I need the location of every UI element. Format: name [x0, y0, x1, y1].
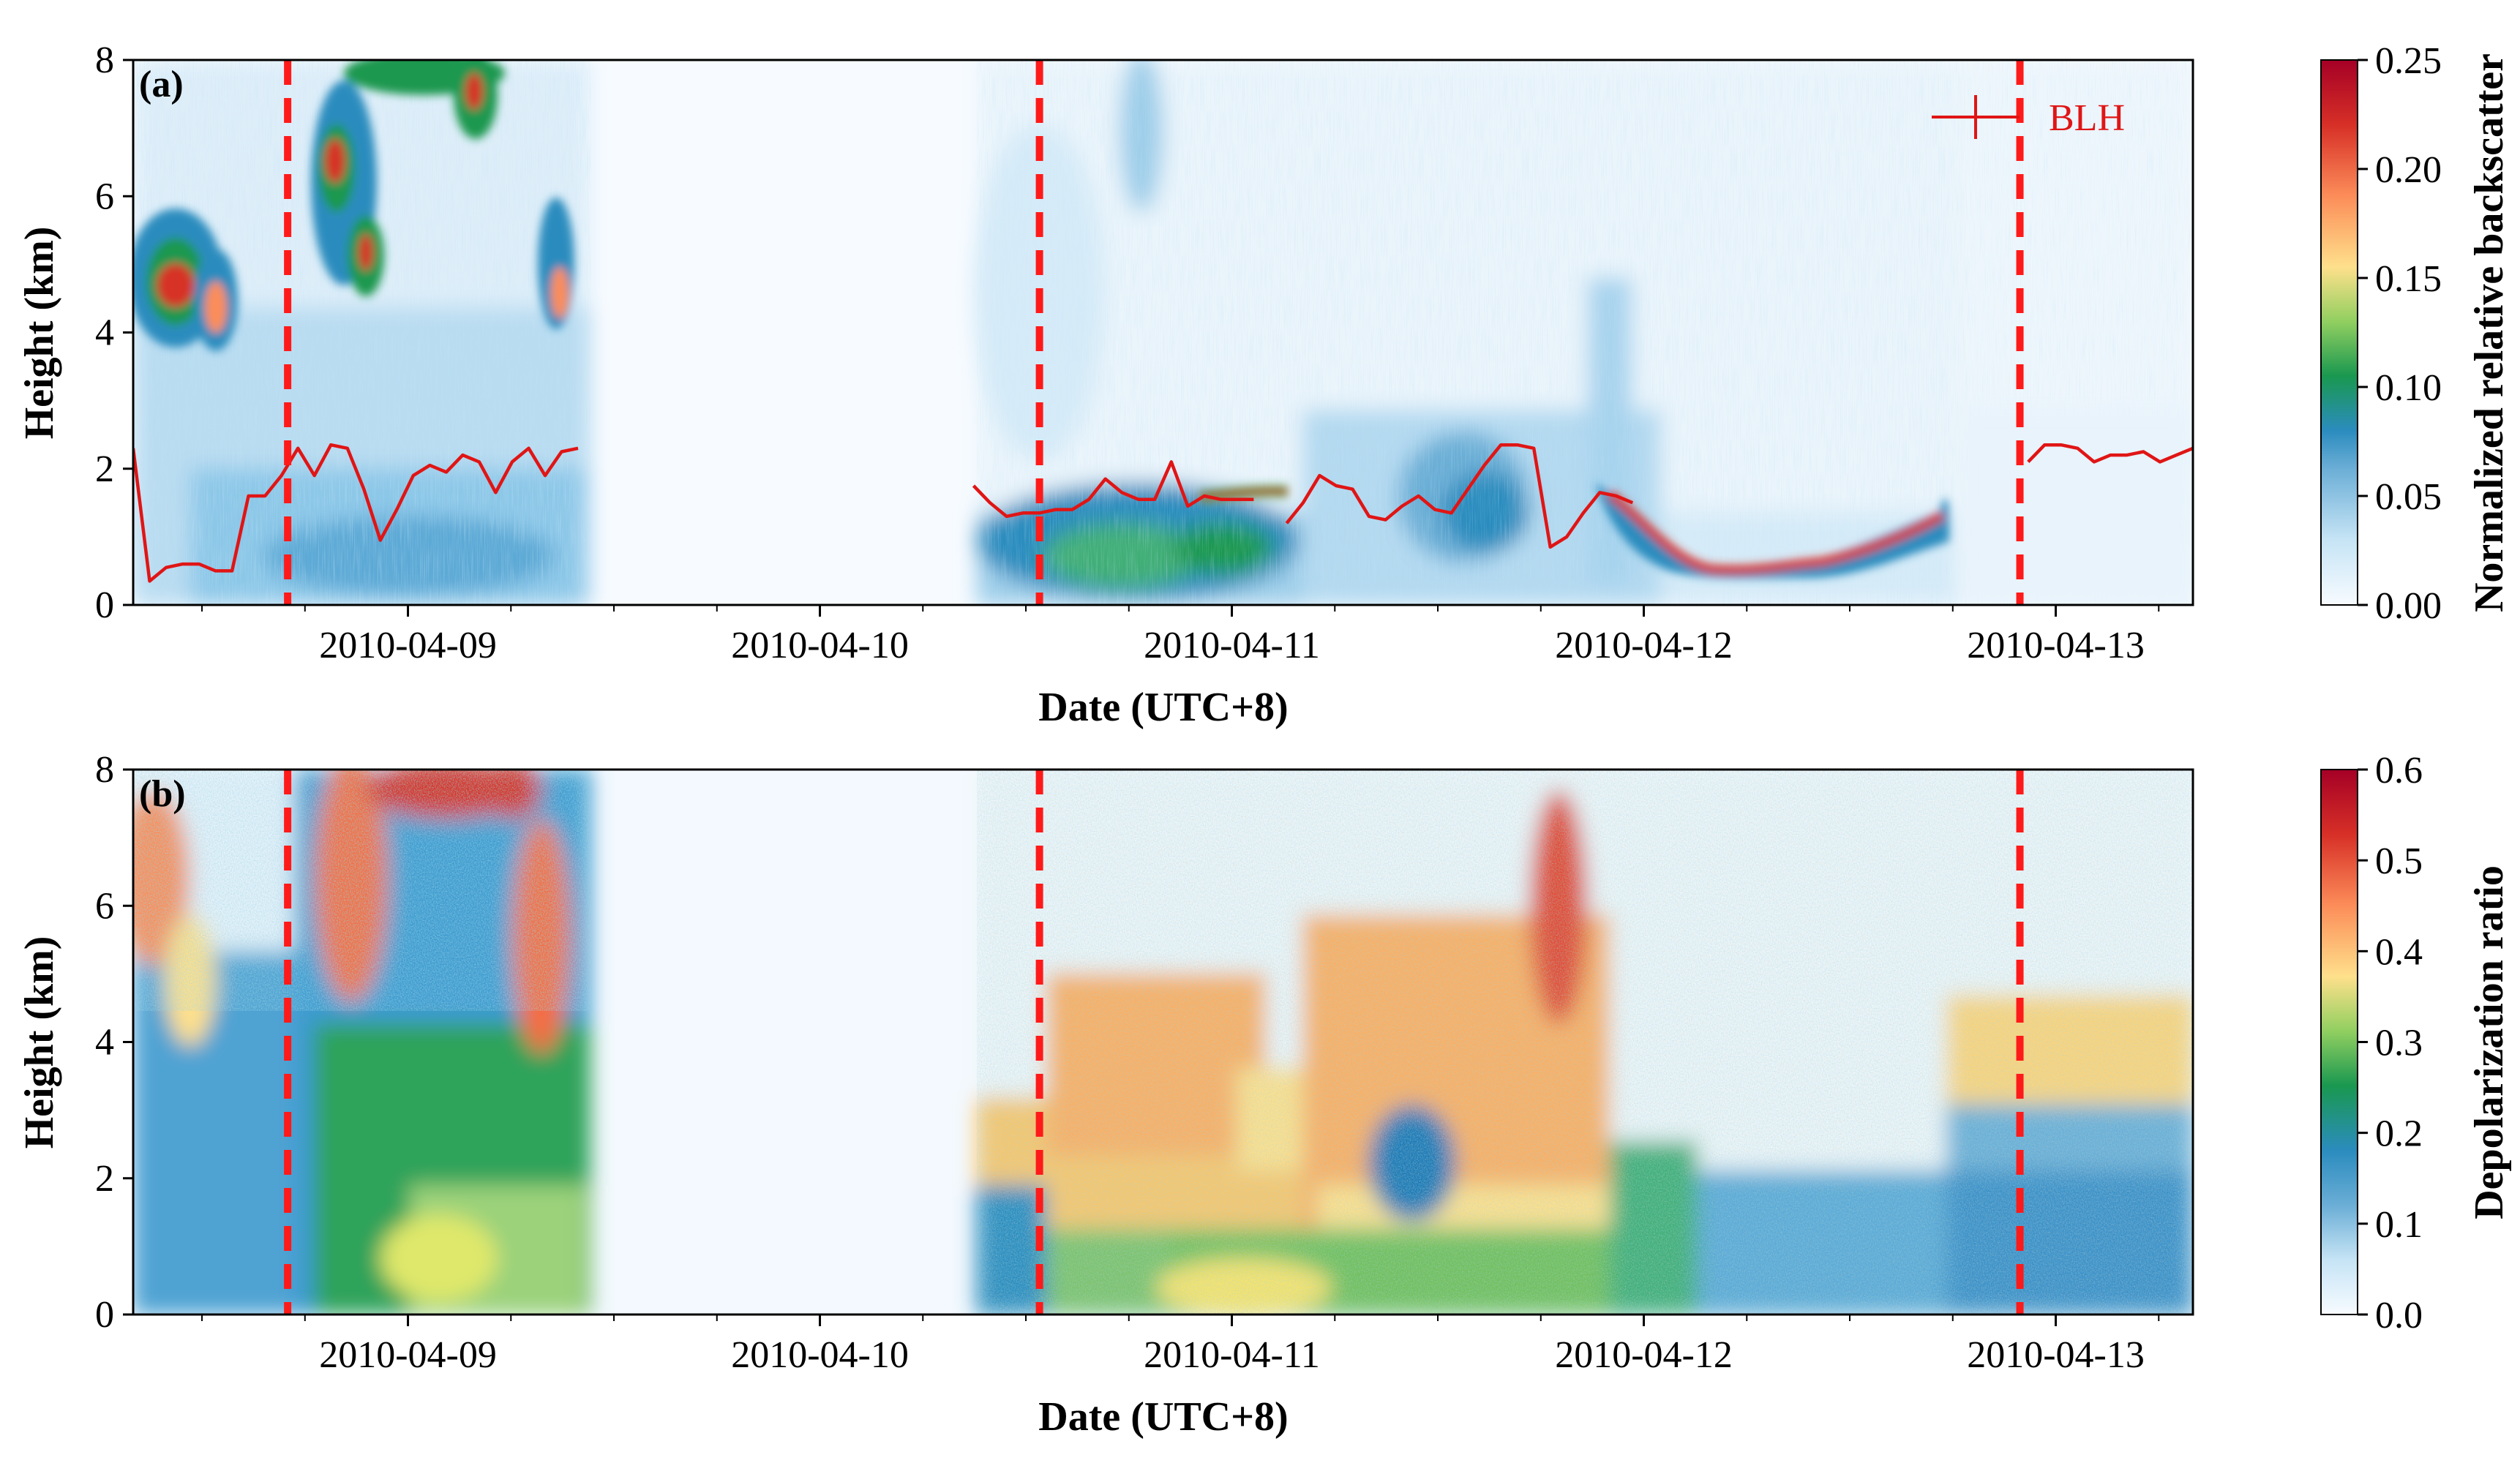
- y-tick-label: 2: [95, 1158, 114, 1200]
- colorbar-tick-label: 0.20: [2375, 149, 2442, 191]
- colorbar-tick-label: 0.25: [2375, 40, 2442, 82]
- colorbar-tick-label: 0.1: [2375, 1204, 2423, 1246]
- x-tick-label: 2010-04-09: [319, 1334, 497, 1376]
- y-tick-label: 0: [95, 1294, 114, 1336]
- x-tick-label: 2010-04-12: [1555, 1334, 1733, 1376]
- blh-line: [133, 443, 579, 583]
- panel-a-event-lines: [284, 60, 2024, 605]
- colorbar-b-label: Depolarization ratio: [2467, 865, 2512, 1219]
- blh-line: [972, 460, 1254, 519]
- x-tick-label: 2010-04-09: [319, 625, 497, 666]
- x-tick-label: 2010-04-12: [1555, 625, 1733, 666]
- x-tick-label: 2010-04-10: [731, 1334, 909, 1376]
- colorbar-tick-label: 0.00: [2375, 585, 2442, 627]
- y-tick-label: 4: [95, 1022, 114, 1064]
- colorbar-tick-label: 0.4: [2375, 931, 2423, 973]
- blh-line-group: [133, 443, 2193, 583]
- colorbar-tick-label: 0.2: [2375, 1113, 2423, 1155]
- panel-b-ticks: 0 2 4 6 8 2010-04-09 2010-04-10 2010-04-11 2010-…: [95, 749, 2160, 1376]
- y-tick-label: 0: [95, 584, 114, 626]
- panel-b-heatmap: [133, 770, 2193, 1315]
- panel-b-xlabel: Date (UTC+8): [1038, 1394, 1288, 1440]
- colorbar-tick-label: 0.10: [2375, 367, 2442, 409]
- x-tick-label: 2010-04-13: [1967, 1334, 2145, 1376]
- colorbar-a-ticks: 0.00 0.05 0.10 0.15 0.20 0.25: [2358, 40, 2442, 627]
- colorbar-a-label: Normalized relative backscatter: [2467, 53, 2512, 612]
- legend-blh-label: BLH: [2049, 97, 2125, 139]
- panel-a-xlabel: Date (UTC+8): [1038, 685, 1288, 730]
- panel-b-ylabel: Height (km): [17, 936, 62, 1149]
- panel-a-heatmap: [133, 60, 2193, 605]
- colorbar-b: [2320, 769, 2358, 1315]
- panel-a-tag: (a): [139, 64, 184, 105]
- colorbar-tick-label: 0.3: [2375, 1023, 2423, 1064]
- colorbar-tick-label: 0.6: [2375, 750, 2423, 791]
- x-tick-label: 2010-04-11: [1144, 625, 1320, 666]
- colorbar-tick-label: 0.05: [2375, 476, 2442, 518]
- panel-a-ticks: 0 2 4 6 8 2010-04-09 2010-04-10 2010-04-11 2010-…: [95, 40, 2160, 666]
- x-tick-label: 2010-04-10: [731, 625, 909, 666]
- y-tick-label: 4: [95, 312, 114, 354]
- blh-line: [1285, 443, 1634, 549]
- colorbar-b-ticks: 0.0 0.1 0.2 0.3 0.4 0.5 0.6: [2358, 750, 2423, 1336]
- colorbar-tick-label: 0.5: [2375, 840, 2423, 882]
- blh-line: [2027, 443, 2193, 464]
- colorbar-a: [2320, 59, 2358, 606]
- y-tick-label: 8: [95, 40, 114, 81]
- colorbar-tick-label: 0.15: [2375, 258, 2442, 300]
- panel-a-ylabel: Height (km): [17, 227, 62, 440]
- y-tick-label: 8: [95, 749, 114, 791]
- colorbar-tick-label: 0.0: [2375, 1295, 2423, 1336]
- legend: BLH: [1932, 95, 2125, 139]
- y-tick-label: 6: [95, 885, 114, 927]
- panel-b-depolarization: 0 2 4 6 8 2010-04-09 2010-04-10 2010-04-11 2010-…: [17, 749, 2512, 1440]
- x-tick-label: 2010-04-11: [1144, 1334, 1320, 1376]
- panel-b-tag: (b): [139, 773, 186, 815]
- y-tick-label: 2: [95, 448, 114, 490]
- x-tick-label: 2010-04-13: [1967, 625, 2145, 666]
- y-tick-label: 6: [95, 176, 114, 217]
- panel-b-event-lines: [284, 770, 2024, 1315]
- panel-a-backscatter: 0 2 4 6 8 2010-04-09 2010-04-10 2010-04-11 2010-…: [17, 40, 2512, 730]
